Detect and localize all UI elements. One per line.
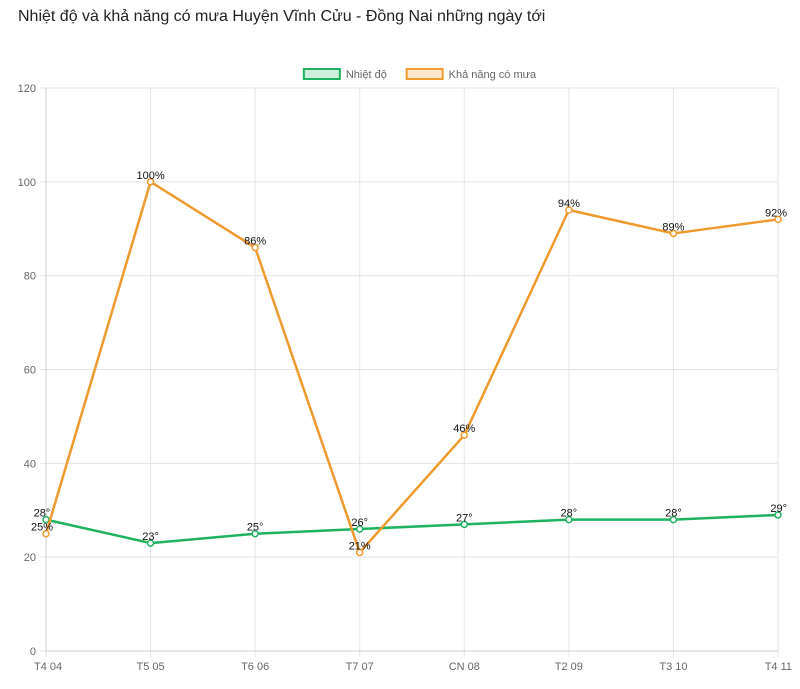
series-line-1: [44, 180, 779, 554]
data-label: 28°: [665, 508, 682, 520]
y-axis-ticks: 0 20 40 60 80 100 120: [18, 83, 36, 658]
x-tick-label: T4 04: [34, 661, 62, 673]
data-label: 86%: [244, 236, 266, 248]
y-tick-label: 60: [24, 365, 36, 377]
data-label: 94%: [558, 198, 580, 210]
data-label: 25%: [31, 522, 53, 534]
data-point[interactable]: [774, 215, 782, 224]
legend-swatch-0[interactable]: [302, 68, 341, 80]
data-label: 28°: [561, 508, 578, 520]
data-label: 26°: [351, 517, 368, 529]
data-label: 23°: [142, 531, 159, 543]
chart-title: Nhiệt độ và khả năng có mưa Huyện Vĩnh C…: [18, 8, 546, 25]
x-tick-label: T3 10: [659, 661, 687, 673]
data-point[interactable]: [460, 520, 469, 529]
data-label: 89%: [662, 221, 684, 233]
x-tick-label: T7 07: [346, 661, 374, 673]
data-point[interactable]: [565, 206, 573, 214]
data-point[interactable]: [42, 529, 50, 538]
data-label: 27°: [456, 512, 473, 524]
legend-label-1[interactable]: Khả năng có mưa: [449, 69, 537, 81]
legend-label-0[interactable]: Nhiệt độ: [346, 69, 387, 81]
data-label: 29°: [770, 503, 787, 515]
data-label: 46%: [453, 423, 475, 435]
x-axis-ticks: T4 04 T5 05 T6 06 T7 07 CN 08 T2 09 T3 10 T4 11: [34, 661, 792, 673]
grid-lines: [40, 87, 779, 657]
y-tick-label: 40: [24, 458, 36, 470]
y-tick-label: 80: [24, 271, 36, 283]
legend[interactable]: Nhiệt độ Khả năng có mưa: [302, 68, 537, 81]
data-point[interactable]: [774, 511, 782, 519]
data-point[interactable]: [565, 515, 573, 524]
data-point[interactable]: [251, 243, 259, 252]
data-point[interactable]: [146, 178, 155, 186]
data-point[interactable]: [355, 548, 364, 557]
x-tick-label: T6 06: [241, 661, 269, 673]
y-tick-label: 120: [18, 83, 36, 95]
x-tick-label: T4 11: [765, 661, 792, 673]
x-tick-label: CN 08: [449, 661, 480, 673]
data-point[interactable]: [251, 529, 259, 538]
data-point[interactable]: [669, 515, 678, 524]
x-tick-label: T2 09: [555, 661, 583, 673]
series-group: 28° 23° 25° 26° 27° 28° 28° 29° 25% 100% 86% 21% 46%…: [31, 170, 787, 557]
y-tick-label: 0: [30, 646, 36, 658]
data-label: 25°: [247, 522, 264, 534]
data-point[interactable]: [669, 229, 678, 238]
data-label: 92%: [765, 207, 787, 219]
y-tick-label: 20: [24, 552, 36, 564]
y-tick-label: 100: [18, 177, 36, 189]
x-tick-label: T5 05: [137, 661, 165, 673]
data-point[interactable]: [460, 431, 469, 439]
data-point[interactable]: [355, 525, 364, 533]
legend-swatch-1[interactable]: [405, 68, 444, 80]
data-label: 21%: [349, 540, 371, 552]
series-line-0: [45, 513, 779, 545]
data-point[interactable]: [146, 539, 155, 547]
data-label: 100%: [137, 170, 165, 182]
data-label: 28°: [34, 508, 51, 520]
